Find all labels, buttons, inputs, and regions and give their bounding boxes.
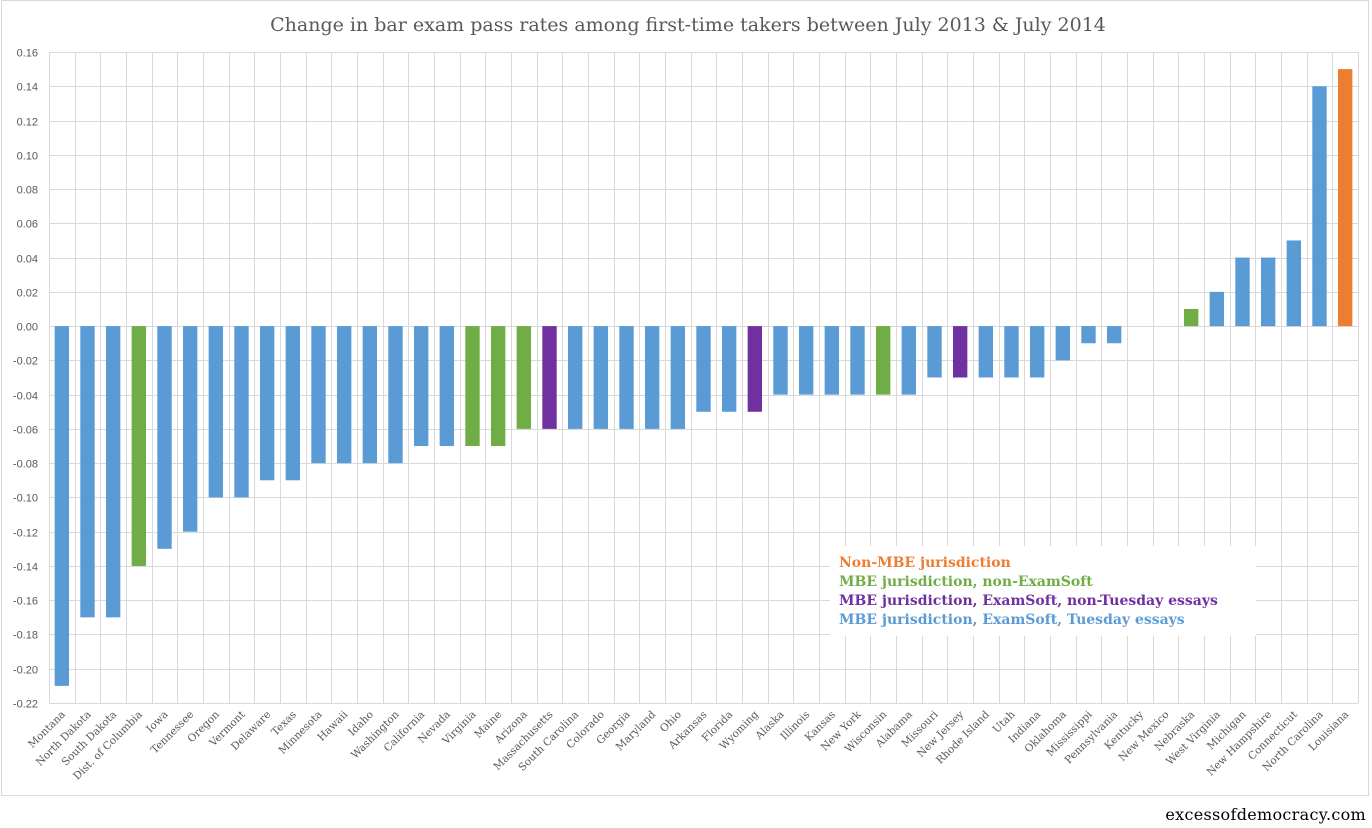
bar-wyoming	[747, 326, 763, 412]
y-tick-label: 0.12	[17, 117, 38, 129]
legend-entry-tuesday: MBE jurisdiction, ExamSoft, Tuesday essa…	[839, 612, 1185, 628]
bar-hawaii	[336, 326, 352, 464]
y-tick-label: 0.14	[17, 82, 38, 94]
bar-minnesota	[311, 326, 326, 464]
y-tick-label: -0.18	[13, 630, 38, 642]
bar-chart: Change in bar exam pass rates among firs…	[13, 14, 1359, 782]
y-tick-label: -0.10	[13, 493, 38, 505]
bar-nevada	[439, 326, 455, 447]
y-tick-label: -0.08	[13, 459, 38, 471]
bar-washington	[388, 326, 403, 464]
bar-wisconsin	[875, 326, 891, 395]
y-tick-label: -0.04	[13, 391, 38, 403]
y-tick-label: -0.20	[13, 665, 38, 677]
bar-new-hampshire	[1260, 257, 1276, 327]
bar-tennessee	[182, 326, 198, 532]
chart-title: Change in bar exam pass rates among firs…	[270, 14, 1106, 36]
bar-iowa	[157, 326, 172, 549]
bar-idaho	[362, 326, 378, 464]
legend-entry-non-examsoft: MBE jurisdiction, non-ExamSoft	[839, 574, 1093, 590]
bar-alaska	[773, 326, 788, 395]
bar-alabama	[901, 326, 917, 395]
bar-mississippi	[1081, 326, 1096, 344]
bar-missouri	[927, 326, 942, 378]
y-tick-label: 0.00	[17, 322, 38, 334]
y-tick-label: -0.14	[13, 562, 38, 574]
legend-background	[830, 546, 1256, 636]
bar-new-york	[850, 326, 865, 395]
bar-louisiana	[1337, 69, 1353, 327]
y-tick-label: -0.12	[13, 528, 38, 540]
bar-delaware	[259, 326, 275, 481]
bar-dist-of-columbia	[131, 326, 147, 566]
legend: Non-MBE jurisdiction MBE jurisdiction, no…	[830, 546, 1256, 636]
bar-florida	[721, 326, 737, 412]
y-tick-label: 0.02	[17, 288, 38, 300]
bar-vermont	[234, 326, 249, 498]
bar-texas	[285, 326, 301, 481]
y-axis-ticks: -0.22 -0.20 -0.18 -0.16 -0.14 -0.12 -0.10 -0.08…	[13, 48, 38, 711]
bar-connecticut	[1286, 240, 1302, 327]
bar-ohio	[670, 326, 686, 429]
y-tick-label: 0.08	[17, 185, 38, 197]
bar-north-dakota	[80, 326, 95, 618]
bar-south-carolina	[567, 326, 583, 429]
bar-north-carolina	[1312, 86, 1327, 327]
y-tick-label: -0.16	[13, 596, 38, 608]
bar-maine	[490, 326, 506, 447]
bar-new-jersey	[952, 326, 968, 378]
bar-utah	[1004, 326, 1019, 378]
bar-california	[413, 326, 429, 447]
y-tick-label: -0.22	[13, 699, 38, 711]
bar-oregon	[208, 326, 224, 498]
bars	[54, 69, 1353, 686]
bar-rhode-island	[978, 326, 994, 378]
y-tick-label: 0.06	[17, 219, 38, 231]
y-tick-label: 0.16	[17, 48, 38, 60]
bar-indiana	[1029, 326, 1045, 378]
bar-nebraska	[1183, 308, 1199, 327]
bar-montana	[54, 326, 70, 686]
legend-entry-non-mbe: Non-MBE jurisdiction	[839, 555, 1011, 571]
bar-oklahoma	[1055, 326, 1071, 361]
bar-illinois	[798, 326, 814, 395]
site-credit: excessofdemocracy.com	[1165, 805, 1366, 824]
bar-west-virginia	[1209, 291, 1225, 327]
bar-michigan	[1235, 257, 1250, 327]
y-tick-label: -0.06	[13, 425, 38, 437]
bar-south-dakota	[105, 326, 121, 618]
y-tick-label: 0.04	[17, 254, 38, 266]
bar-virginia	[465, 326, 480, 447]
bar-georgia	[619, 326, 634, 429]
bar-pennsylvania	[1106, 326, 1122, 344]
bar-kansas	[824, 326, 840, 395]
y-tick-label: -0.02	[13, 356, 38, 368]
bar-massachusetts	[542, 326, 557, 429]
bar-maryland	[644, 326, 660, 429]
bar-arkansas	[696, 326, 711, 412]
y-tick-label: 0.10	[17, 151, 38, 163]
bar-colorado	[593, 326, 609, 429]
bar-arizona	[516, 326, 532, 429]
legend-entry-non-tuesday: MBE jurisdiction, ExamSoft, non-Tuesday …	[839, 593, 1218, 609]
chart-frame: Change in bar exam pass rates among firs…	[1, 0, 1369, 796]
